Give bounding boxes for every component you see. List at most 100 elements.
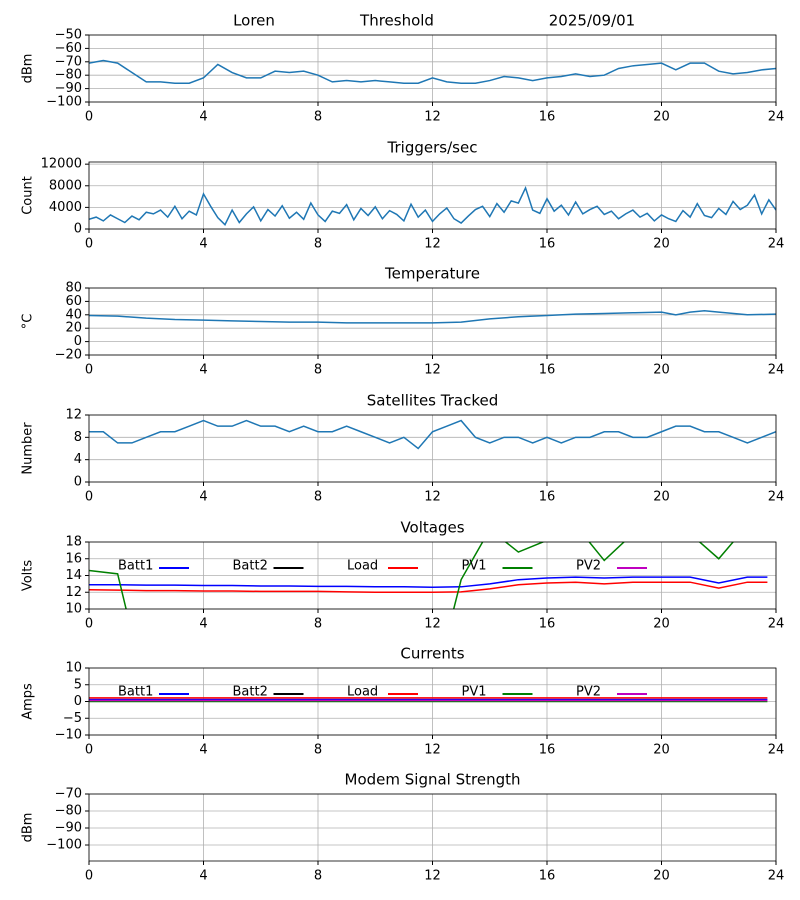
x-tick-label: 24	[768, 869, 785, 884]
y-tick-label: −100	[46, 838, 82, 853]
y-axis-label: Volts	[21, 560, 36, 592]
x-tick-label: 4	[199, 237, 207, 252]
x-tick-label: 20	[653, 490, 670, 505]
x-tick-label: 20	[653, 743, 670, 758]
panel: Loren Threshold 2025/09/01 dBm −100−90−80−70…	[21, 12, 785, 125]
y-tick-label: 16	[65, 551, 82, 566]
x-tick-label: 8	[314, 237, 322, 252]
x-tick-label: 12	[424, 237, 441, 252]
y-tick-label: −10	[55, 728, 82, 743]
y-tick-label: 0	[74, 475, 82, 490]
x-tick-label: 8	[314, 743, 322, 758]
legend-label: Load	[347, 685, 378, 700]
y-tick-label: 18	[65, 535, 82, 550]
x-tick-label: 16	[539, 743, 556, 758]
x-tick-label: 0	[85, 490, 93, 505]
x-tick-label: 20	[653, 363, 670, 378]
series-line	[89, 419, 776, 450]
legend-label: Load	[347, 559, 378, 574]
x-tick-label: 24	[768, 490, 785, 505]
series-line	[89, 185, 776, 226]
y-tick-label: −60	[55, 41, 82, 56]
plot-frame	[88, 667, 777, 736]
x-tick-label: 24	[768, 363, 785, 378]
panel-title: Currents	[400, 645, 464, 663]
x-tick-label: 12	[424, 490, 441, 505]
x-tick-label: 8	[314, 363, 322, 378]
panel: Triggers/sec Count 0 4000 8000 12000 0 4 8 12 16 20…	[21, 139, 785, 252]
x-tick-label: 0	[85, 869, 93, 884]
legend-label: PV2	[576, 685, 601, 700]
y-tick-label: 0	[74, 334, 82, 349]
x-tick-label: 20	[653, 869, 670, 884]
legend-label: Batt1	[118, 685, 153, 700]
y-tick-label: 8	[74, 430, 82, 445]
panel: Satellites Tracked Number 0 4 8 12 0 4 8 12 16 20 24	[21, 392, 785, 505]
x-tick-label: 4	[199, 490, 207, 505]
y-tick-label: 12	[65, 585, 82, 600]
y-tick-label: 14	[65, 568, 82, 583]
x-tick-label: 12	[424, 363, 441, 378]
y-tick-label: 12	[65, 408, 82, 423]
y-tick-label: −90	[55, 81, 82, 96]
x-tick-label: 4	[199, 363, 207, 378]
x-tick-label: 0	[85, 110, 93, 125]
y-tick-label: 10	[65, 661, 82, 676]
legend-label: PV1	[462, 559, 487, 574]
x-tick-label: 24	[768, 237, 785, 252]
y-axis-label: °C	[21, 314, 36, 330]
series-line	[89, 59, 776, 84]
x-tick-label: 16	[539, 490, 556, 505]
series-line	[89, 581, 768, 593]
x-tick-label: 0	[85, 363, 93, 378]
series-line	[89, 310, 776, 324]
y-axis-label: dBm	[21, 813, 36, 843]
y-tick-label: −50	[55, 28, 82, 43]
x-tick-label: 4	[199, 617, 207, 632]
y-tick-label: 10	[65, 602, 82, 617]
x-tick-label: 16	[539, 363, 556, 378]
x-tick-label: 4	[199, 869, 207, 884]
plot-frame	[88, 287, 777, 356]
y-tick-label: 4000	[49, 200, 82, 215]
y-tick-label: −70	[55, 787, 82, 802]
plot-frame	[88, 414, 777, 483]
y-tick-label: −20	[55, 348, 82, 363]
panel-title: Loren	[233, 12, 275, 30]
x-tick-label: 0	[85, 237, 93, 252]
x-tick-label: 8	[314, 110, 322, 125]
panel-title: 2025/09/01	[549, 12, 635, 30]
y-axis-label: Amps	[21, 683, 36, 720]
x-tick-label: 24	[768, 617, 785, 632]
plot-frame	[88, 34, 777, 103]
x-tick-label: 16	[539, 869, 556, 884]
x-tick-label: 24	[768, 743, 785, 758]
panel-title: Modem Signal Strength	[345, 771, 521, 789]
y-tick-label: 80	[65, 281, 82, 296]
x-tick-label: 12	[424, 869, 441, 884]
x-tick-label: 12	[424, 617, 441, 632]
legend-label: PV2	[576, 559, 601, 574]
panel: Currents Amps −10 −5 0 510 0 4 8 12 16 20 24 Batt1 Bat…	[21, 645, 785, 758]
legend-label: Batt2	[233, 685, 268, 700]
y-tick-label: 0	[74, 222, 82, 237]
y-tick-label: 60	[65, 294, 82, 309]
y-tick-label: −100	[46, 95, 82, 110]
legend-label: Batt1	[118, 559, 153, 574]
x-tick-label: 8	[314, 869, 322, 884]
y-tick-label: −80	[55, 804, 82, 819]
series-line	[89, 576, 768, 588]
x-tick-label: 16	[539, 110, 556, 125]
x-tick-label: 16	[539, 237, 556, 252]
y-tick-label: −5	[63, 711, 82, 726]
plot-frame	[88, 161, 777, 230]
legend-label: PV1	[462, 685, 487, 700]
x-tick-label: 12	[424, 743, 441, 758]
y-axis-label: Count	[21, 176, 36, 215]
panel-title: Threshold	[359, 12, 434, 30]
legend-label: Batt2	[233, 559, 268, 574]
x-tick-label: 20	[653, 617, 670, 632]
x-tick-label: 4	[199, 110, 207, 125]
y-axis-label: Number	[21, 422, 36, 475]
